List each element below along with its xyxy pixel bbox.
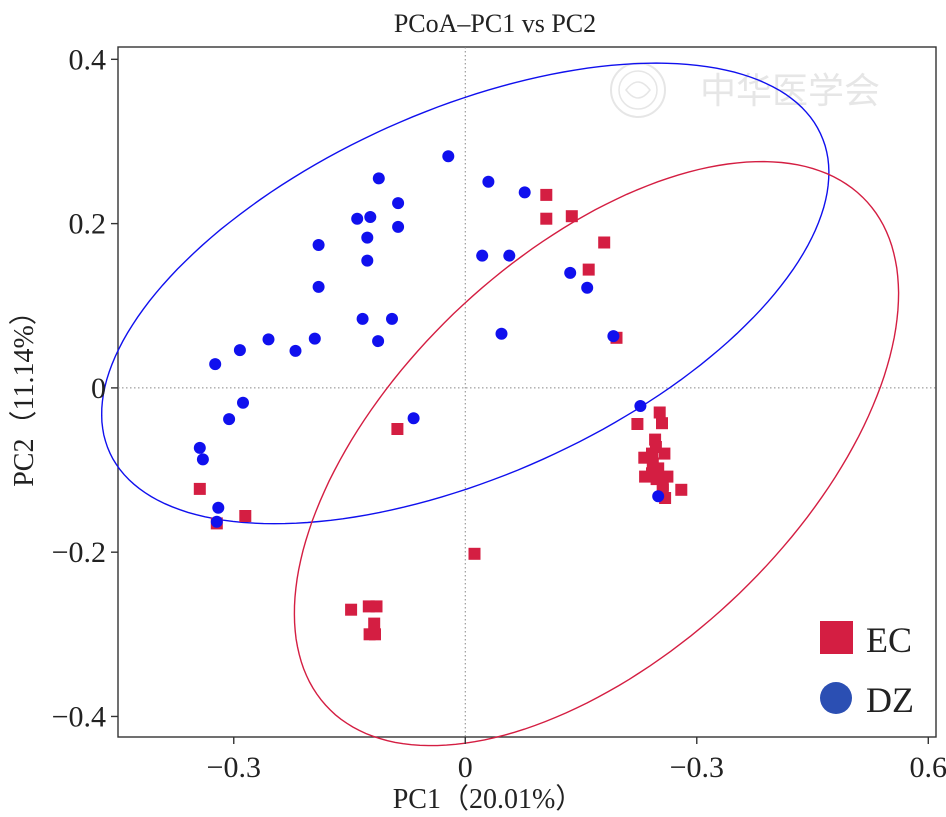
data-points — [193, 150, 688, 641]
point-dz — [237, 396, 249, 409]
point-dz — [262, 333, 275, 346]
reference-lines — [118, 47, 936, 737]
point-dz — [482, 175, 495, 188]
point-dz — [652, 490, 665, 503]
point-ec — [639, 470, 652, 483]
point-dz — [212, 501, 225, 514]
point-ec — [658, 447, 671, 460]
x-tick-label: 0.6 — [910, 751, 946, 784]
legend-label-ec: EC — [866, 620, 912, 660]
point-dz — [210, 515, 223, 528]
point-dz — [372, 335, 385, 348]
ellipse-ec — [293, 160, 900, 747]
plot-frame — [117, 46, 937, 738]
y-axis: 0.4 0.2 0 −0.2 −0.4 — [52, 43, 118, 733]
point-dz — [312, 280, 325, 293]
y-tick-label: 0.4 — [69, 43, 107, 76]
point-ec — [656, 417, 668, 430]
chart-title: PCoA–PC1 vs PC2 — [394, 9, 596, 38]
ellipse-dz — [100, 62, 830, 525]
point-dz — [223, 413, 236, 426]
point-dz — [356, 312, 369, 325]
x-axis-label: PC1（20.01%） — [393, 783, 584, 815]
point-ec — [368, 617, 381, 630]
x-tick-label: −0.3 — [670, 751, 724, 784]
point-dz — [634, 400, 647, 412]
legend-marker-dz — [820, 682, 852, 714]
point-ec — [675, 483, 688, 496]
point-dz — [407, 412, 420, 425]
point-ec — [369, 628, 381, 641]
point-dz — [308, 332, 321, 345]
point-dz — [364, 211, 377, 223]
point-ec — [565, 210, 578, 223]
point-ec — [370, 600, 383, 613]
point-dz — [351, 212, 364, 225]
legend-marker-ec — [820, 621, 853, 654]
point-dz — [392, 220, 405, 233]
watermark-text: 中华医学会 — [700, 71, 880, 112]
point-dz — [476, 249, 489, 262]
point-dz — [442, 150, 455, 163]
point-dz — [193, 441, 206, 454]
point-ec — [582, 263, 595, 276]
y-tick-label: 0 — [91, 372, 106, 405]
point-ec — [540, 188, 553, 201]
point-dz — [581, 281, 594, 294]
point-dz — [209, 358, 222, 371]
point-dz — [564, 266, 577, 279]
point-ec — [391, 423, 404, 435]
point-ec — [598, 236, 611, 249]
y-tick-label: −0.2 — [52, 536, 106, 569]
point-dz — [361, 254, 374, 267]
x-axis: −0.3 0 −0.3 0.6 — [207, 737, 946, 784]
point-ec — [345, 603, 358, 616]
x-tick-label: −0.3 — [207, 751, 261, 784]
point-dz — [289, 344, 302, 357]
point-dz — [233, 344, 246, 357]
point-ec — [193, 482, 206, 495]
point-ec — [468, 547, 481, 560]
point-dz — [503, 249, 516, 262]
y-tick-label: −0.4 — [52, 700, 106, 733]
point-dz — [607, 330, 620, 343]
y-axis-label: PC2（11.14%） — [8, 297, 40, 487]
point-ec — [653, 406, 666, 419]
point-ec — [631, 418, 644, 430]
point-dz — [518, 186, 531, 199]
watermark-logo: 中华医学会 — [610, 62, 880, 118]
point-dz — [312, 239, 325, 251]
point-dz — [372, 172, 385, 185]
x-tick-label: 0 — [458, 751, 473, 784]
legend: EC DZ — [820, 620, 914, 720]
point-ec — [540, 212, 553, 225]
point-dz — [196, 453, 209, 466]
point-ec — [239, 510, 252, 522]
point-dz — [361, 231, 374, 244]
confidence-ellipses — [100, 62, 900, 747]
point-dz — [392, 197, 405, 210]
legend-label-dz: DZ — [866, 680, 914, 720]
point-dz — [386, 312, 398, 325]
y-tick-label: 0.2 — [69, 208, 107, 241]
point-dz — [495, 327, 508, 340]
